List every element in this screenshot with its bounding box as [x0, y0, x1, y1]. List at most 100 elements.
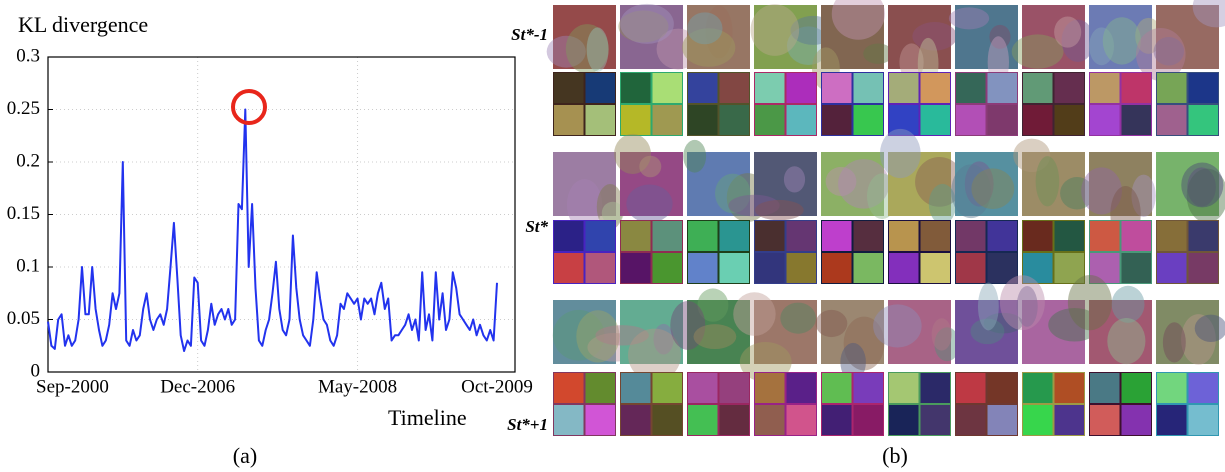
thumbnail-blur — [928, 183, 957, 225]
thumbnail-blur — [1035, 156, 1060, 207]
thumbnail-part — [822, 73, 852, 103]
thumbnail-part — [853, 253, 883, 283]
y-tick-label: 0.1 — [16, 255, 40, 276]
thumbnail-part — [889, 405, 919, 435]
thumbnail-part — [755, 373, 785, 403]
thumbnail — [553, 152, 616, 216]
thumbnail-part — [1090, 405, 1120, 435]
thumbnail-part — [621, 221, 651, 251]
thumbnail — [754, 5, 817, 69]
thumbnail-blur — [964, 161, 994, 207]
y-tick-label: 0.2 — [16, 150, 40, 171]
series-line — [47, 108, 498, 352]
y-tick-label: 0.05 — [7, 308, 40, 329]
thumbnail-blur — [1162, 322, 1186, 363]
thumbnail-part — [755, 73, 785, 103]
thumbnail — [687, 5, 750, 69]
thumbnail-blur — [1187, 167, 1216, 207]
thumbnail-part — [920, 221, 950, 251]
thumbnail — [1156, 300, 1219, 364]
thumbnail-part — [956, 221, 986, 251]
thumbnail-blur — [1089, 27, 1115, 66]
thumbnail-part — [652, 73, 682, 103]
thumbnail-blur — [815, 309, 848, 338]
thumbnail-part — [853, 105, 883, 135]
thumbnail-part — [786, 105, 816, 135]
thumbnail-part — [987, 221, 1017, 251]
thumbnail-part — [1054, 405, 1084, 435]
thumbnail — [1022, 152, 1085, 216]
x-axis-label: Timeline — [388, 405, 467, 430]
thumbnail — [888, 5, 951, 69]
thumbnail-blur — [687, 12, 723, 45]
thumbnail-part — [1054, 73, 1084, 103]
thumbnail-part — [889, 221, 919, 251]
y-tick-label: 0.15 — [7, 203, 40, 224]
thumbnail-part — [786, 373, 816, 403]
thumbnail-blur — [1192, 0, 1225, 28]
thumbnail-part — [1188, 253, 1218, 283]
thumbnail-blur — [697, 288, 729, 322]
thumbnail-part — [585, 253, 615, 283]
thumbnail-part — [1157, 253, 1187, 283]
thumbnail-part — [1023, 221, 1053, 251]
thumbnail-part — [1023, 105, 1053, 135]
thumbnail-blur — [1081, 167, 1122, 215]
thumbnail-blur — [1060, 176, 1095, 210]
thumbnail-part — [652, 105, 682, 135]
thumbnail-blur — [682, 28, 736, 67]
thumbnail-part — [920, 405, 950, 435]
thumbnail-blur — [620, 3, 674, 44]
thumbnail-blur — [1135, 17, 1162, 54]
thumbnail-blur — [715, 173, 751, 214]
thumbnail-blur — [1181, 162, 1224, 208]
thumbnail-blur — [1135, 27, 1186, 81]
thumbnail-blur — [948, 7, 990, 30]
thumbnail — [955, 300, 1018, 364]
thumbnail-blur — [596, 183, 624, 230]
thumbnail — [1156, 5, 1219, 69]
thumbnail-part — [1188, 405, 1218, 435]
thumbnail-blur — [601, 201, 624, 225]
thumbnail-part — [719, 73, 749, 103]
thumbnail — [754, 300, 817, 364]
thumbnail-part — [822, 373, 852, 403]
thumbnail-blur — [1181, 314, 1216, 365]
thumbnail-part — [585, 405, 615, 435]
y-axis-label: KL divergence — [18, 12, 148, 37]
thumbnail-part — [1121, 73, 1151, 103]
x-tick-label: Sep-2000 — [36, 376, 109, 397]
thumbnail-part — [755, 105, 785, 135]
thumbnail-blur — [783, 166, 806, 193]
thumbnail-part — [1090, 105, 1120, 135]
thumbnail-part — [822, 253, 852, 283]
thumbnail-blur — [705, 5, 733, 59]
thumbnail-part — [1157, 221, 1187, 251]
thumbnail-part — [1054, 253, 1084, 283]
thumbnail-part — [853, 373, 883, 403]
thumbnail-blur — [1061, 19, 1095, 62]
thumbnail-blur — [1013, 138, 1051, 173]
thumbnail-part — [621, 405, 651, 435]
thumbnail-blur — [614, 133, 651, 174]
thumbnail-blur — [1194, 314, 1225, 343]
thumbnail-part — [889, 373, 919, 403]
thumbnail-part — [1023, 73, 1053, 103]
thumbnail-part — [1023, 373, 1053, 403]
thumbnail — [620, 5, 683, 69]
thumbnail-part — [889, 73, 919, 103]
thumbnail-part — [621, 73, 651, 103]
thumbnail-part — [920, 105, 950, 135]
thumbnail-blur — [977, 282, 999, 331]
thumbnail-blur — [566, 179, 603, 231]
thumbnail-part — [1090, 373, 1120, 403]
thumbnail-part — [956, 405, 986, 435]
thumbnail-part — [585, 221, 615, 251]
thumbnail-blur — [840, 342, 866, 382]
thumbnail-part — [786, 253, 816, 283]
thumbnail — [888, 152, 951, 216]
thumbnail-part — [853, 221, 883, 251]
thumbnail-part — [1188, 221, 1218, 251]
plot-frame — [47, 56, 516, 373]
